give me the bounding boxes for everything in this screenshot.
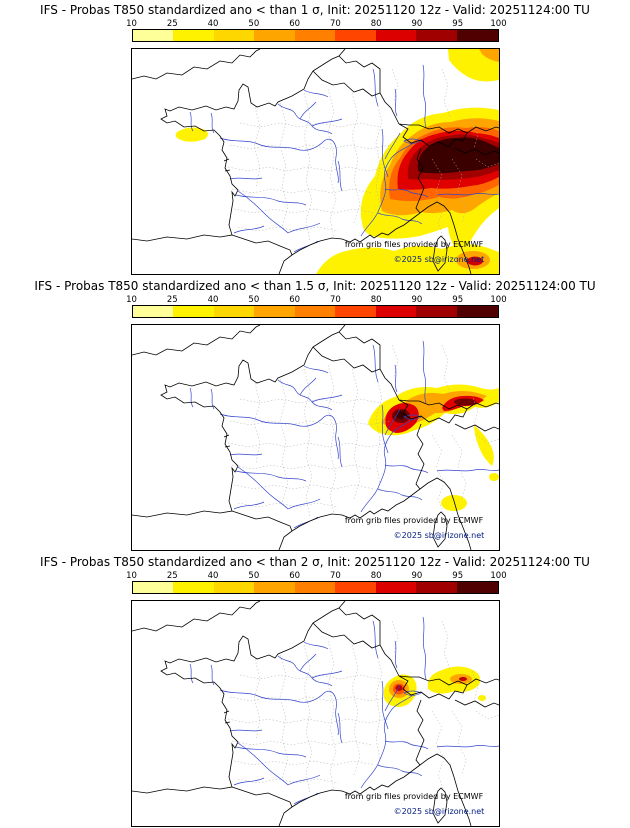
colorbar-tick-row: 10 25 40 50 60 70 80 90 95 100 xyxy=(126,295,507,306)
page-title: IFS - Probas T850 standardized ano < tha… xyxy=(34,279,596,293)
forecast-map-1-5sigma: from grib files provided by ECMWF ©2025 … xyxy=(131,325,499,551)
colorbar xyxy=(131,581,499,595)
colorbar-tick-label: 70 xyxy=(329,571,341,582)
colorbar-tick-row: 10 25 40 50 60 70 80 90 95 100 xyxy=(126,19,507,30)
colorbar-tick-label: 90 xyxy=(411,19,423,30)
colorbar-segment xyxy=(254,306,295,318)
colorbar-segment xyxy=(213,306,255,318)
colorbar-segment xyxy=(375,582,417,594)
colorbar-segment xyxy=(457,30,498,42)
colorbar-segment xyxy=(173,306,214,318)
colorbar-tick-label: 50 xyxy=(248,19,260,30)
colorbar-tick-label: 40 xyxy=(207,571,219,582)
page-title: IFS - Probas T850 standardized ano < tha… xyxy=(40,3,590,17)
ecmwf-credit: from grib files provided by ECMWF xyxy=(344,792,483,801)
colorbar-tick-label: 50 xyxy=(248,571,260,582)
colorbar-tick-label: 100 xyxy=(490,295,507,306)
colorbar-segment xyxy=(375,306,417,318)
map-background xyxy=(131,601,499,827)
panel-1sigma: IFS - Probas T850 standardized ano < tha… xyxy=(0,0,630,276)
colorbar-segment xyxy=(457,306,498,318)
colorbar-segment xyxy=(457,582,498,594)
colorbar-tick-label: 90 xyxy=(411,571,423,582)
colorbar-segment xyxy=(416,582,457,594)
colorbar-tick-label: 60 xyxy=(289,571,301,582)
colorbar-segment xyxy=(335,30,376,42)
colorbar-block: 10 25 40 50 60 70 80 90 95 100 xyxy=(126,295,507,319)
colorbar-tick-label: 10 xyxy=(126,295,137,306)
colorbar-segment xyxy=(213,30,255,42)
colorbar-tick-label: 25 xyxy=(166,19,178,30)
colorbar xyxy=(131,29,499,43)
colorbar-tick-label: 80 xyxy=(370,19,382,30)
colorbar-tick-label: 10 xyxy=(126,571,137,582)
colorbar-tick-label: 80 xyxy=(370,571,382,582)
colorbar-segment xyxy=(132,30,174,42)
page-title: IFS - Probas T850 standardized ano < tha… xyxy=(40,555,590,569)
colorbar-tick-label: 90 xyxy=(411,295,423,306)
colorbar-tick-label: 95 xyxy=(452,19,464,30)
colorbar-tick-label: 25 xyxy=(166,295,178,306)
colorbar-tick-label: 40 xyxy=(207,295,219,306)
colorbar-segment xyxy=(173,582,214,594)
copyright-note: ©2025 sb@irizone.net xyxy=(393,807,484,816)
colorbar-segment xyxy=(132,582,174,594)
copyright-note: ©2025 sb@irizone.net xyxy=(393,255,484,264)
colorbar-tick-label: 70 xyxy=(329,295,341,306)
colorbar-segment xyxy=(294,582,336,594)
colorbar-tick-label: 60 xyxy=(289,295,301,306)
map-frame: from grib files provided by ECMWF ©2025 … xyxy=(130,324,500,552)
probability-shading xyxy=(367,384,499,512)
colorbar-tick-label: 95 xyxy=(452,571,464,582)
colorbar-segment xyxy=(132,306,174,318)
colorbar-tick-label: 50 xyxy=(248,295,260,306)
colorbar-segment xyxy=(173,30,214,42)
panel-2sigma: IFS - Probas T850 standardized ano < tha… xyxy=(0,552,630,828)
colorbar-segment xyxy=(213,582,255,594)
colorbar-segment xyxy=(416,306,457,318)
colorbar-block: 10 25 40 50 60 70 80 90 95 100 xyxy=(126,571,507,595)
ecmwf-credit: from grib files provided by ECMWF xyxy=(344,240,483,249)
colorbar-tick-label: 25 xyxy=(166,571,178,582)
panel-1-5sigma: IFS - Probas T850 standardized ano < tha… xyxy=(0,276,630,552)
forecast-map-1sigma: from grib files provided by ECMWF ©2025 … xyxy=(131,49,499,275)
ecmwf-credit: from grib files provided by ECMWF xyxy=(344,516,483,525)
colorbar-tick-label: 80 xyxy=(370,295,382,306)
colorbar-tick-row: 10 25 40 50 60 70 80 90 95 100 xyxy=(126,571,507,582)
colorbar-segment xyxy=(294,30,336,42)
colorbar-tick-label: 60 xyxy=(289,19,301,30)
colorbar-segment xyxy=(254,582,295,594)
colorbar-segment xyxy=(335,306,376,318)
colorbar-tick-label: 100 xyxy=(490,19,507,30)
map-background xyxy=(131,325,499,551)
copyright-note: ©2025 sb@irizone.net xyxy=(393,531,484,540)
colorbar-segment xyxy=(375,30,417,42)
colorbar-tick-label: 100 xyxy=(490,571,507,582)
forecast-map-2sigma: from grib files provided by ECMWF ©2025 … xyxy=(131,601,499,827)
colorbar-tick-label: 10 xyxy=(126,19,137,30)
colorbar-tick-label: 40 xyxy=(207,19,219,30)
colorbar-segment xyxy=(416,30,457,42)
colorbar-segment xyxy=(254,30,295,42)
map-frame: from grib files provided by ECMWF ©2025 … xyxy=(130,600,500,828)
colorbar-tick-label: 70 xyxy=(329,19,341,30)
colorbar-block: 10 25 40 50 60 70 80 90 95 100 xyxy=(126,19,507,43)
colorbar-segment xyxy=(335,582,376,594)
map-frame: from grib files provided by ECMWF ©2025 … xyxy=(130,48,500,276)
colorbar-tick-label: 95 xyxy=(452,295,464,306)
colorbar xyxy=(131,305,499,319)
colorbar-segment xyxy=(294,306,336,318)
